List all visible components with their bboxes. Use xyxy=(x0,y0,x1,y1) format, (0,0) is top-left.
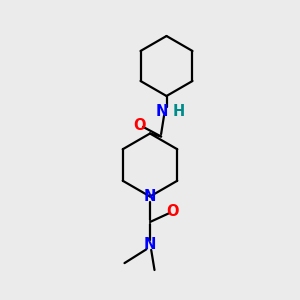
Text: N: N xyxy=(144,237,156,252)
Text: N: N xyxy=(144,189,156,204)
Text: H: H xyxy=(173,103,185,118)
Text: O: O xyxy=(166,204,179,219)
Text: O: O xyxy=(133,118,146,133)
Text: N: N xyxy=(156,103,168,118)
